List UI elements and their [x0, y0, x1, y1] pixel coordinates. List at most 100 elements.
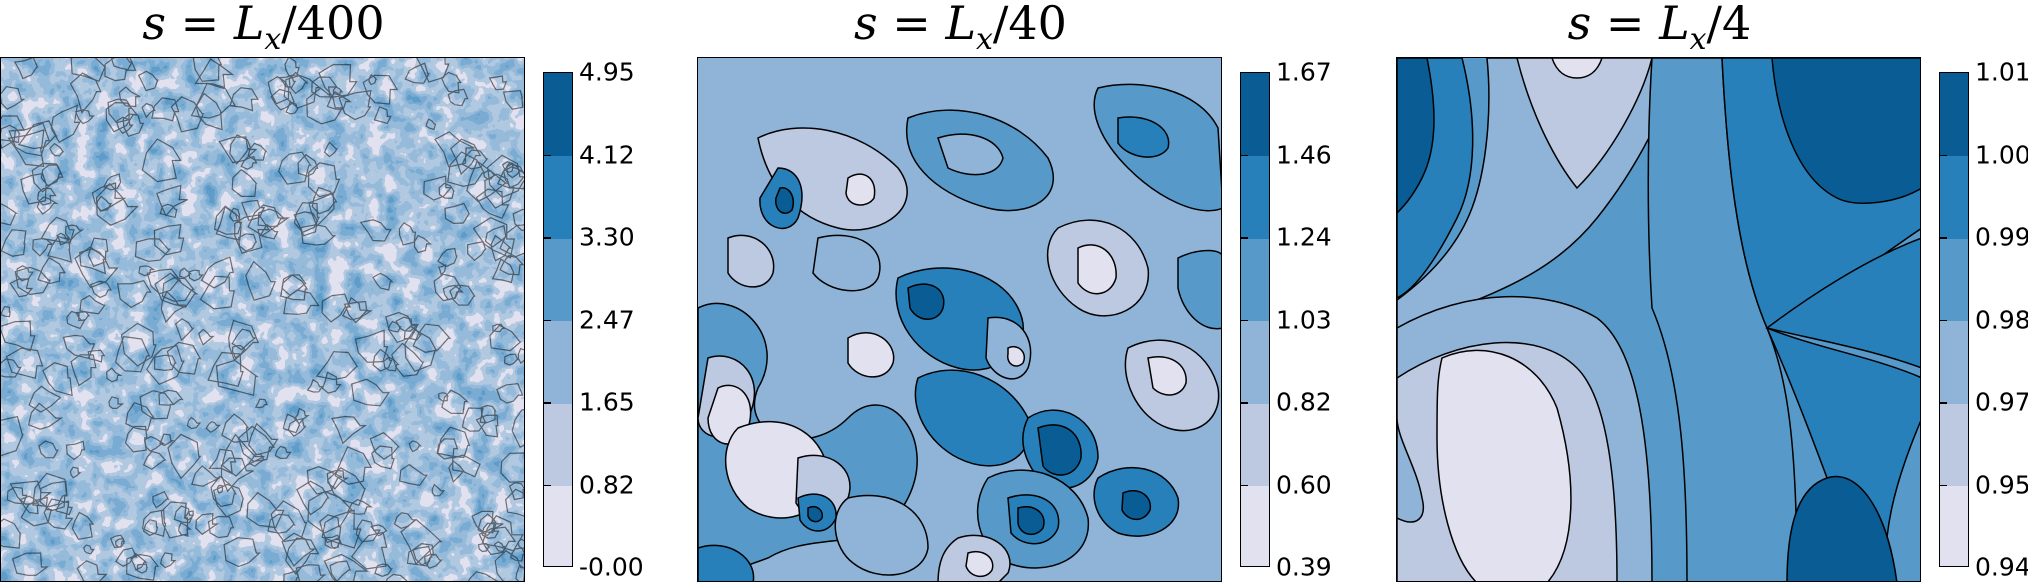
colorbar-tick-mark: [543, 154, 551, 156]
colorbar-band: [544, 320, 572, 404]
contour-line: [1, 115, 26, 149]
contour-line: [154, 272, 199, 308]
contour-line: [83, 544, 95, 555]
contour-line: [191, 465, 220, 487]
contour-line: [404, 62, 430, 84]
contour-line: [1, 203, 19, 226]
contour-line: [110, 58, 133, 71]
contour-line: [288, 71, 309, 95]
contour-line: [40, 216, 75, 244]
contour-line: [440, 71, 462, 94]
contour-line: [315, 351, 359, 381]
contour-line: [195, 92, 223, 131]
colorbar-band: [1241, 485, 1269, 566]
contour-line: [461, 407, 487, 432]
colorbar-tick-label: 0.95: [1975, 470, 2028, 499]
contour-line: [96, 195, 113, 212]
contour-line: [489, 324, 523, 352]
contour-line: [311, 76, 338, 98]
contour-line: [490, 234, 513, 262]
contour-line: [210, 475, 237, 508]
contour-line: [234, 214, 271, 254]
contour-line: [130, 552, 148, 571]
contour-line: [452, 454, 481, 478]
contour-line: [404, 328, 438, 373]
contour-line: [437, 247, 458, 268]
colorbar-tick-mark: [543, 319, 551, 321]
contour-line: [296, 480, 330, 516]
contour-line: [50, 104, 81, 144]
panel-2-map: [697, 57, 1222, 582]
contour-line: [65, 440, 86, 461]
contour-line: [283, 74, 322, 109]
contour-line: [437, 264, 447, 276]
colorbar-tick-label: -0.00: [579, 552, 644, 582]
contour-line: [159, 433, 175, 447]
contour-line: [508, 481, 524, 501]
contour-line: [505, 488, 524, 517]
contour-line: [108, 396, 124, 410]
contour-line: [248, 422, 279, 456]
contour-line: [438, 392, 450, 402]
contour-line: [346, 499, 374, 515]
colorbar-tick-mark: [543, 237, 551, 239]
title-eq: =: [166, 0, 234, 50]
contour-line: [308, 192, 335, 227]
colorbar-tick-label: 0.94: [1975, 552, 2028, 582]
contour-line: [369, 431, 401, 460]
contour-line: [372, 272, 394, 291]
contour-line: [37, 256, 66, 285]
contour-line: [216, 484, 224, 494]
contour-line: [231, 328, 258, 351]
contour-line: [159, 203, 178, 219]
colorbar-tick-mark: [1939, 402, 1947, 404]
contour-line: [437, 426, 471, 459]
title-L: L: [233, 0, 265, 50]
colorbar-band: [1940, 238, 1968, 321]
title-lhs: s: [1567, 0, 1592, 50]
contour-line: [6, 486, 28, 505]
contour-line: [444, 202, 471, 225]
title-denom: /4: [1706, 0, 1752, 50]
panel-3-field: [1397, 58, 1920, 581]
contour-line: [213, 483, 245, 518]
contour-line: [139, 390, 175, 420]
contour-line: [153, 354, 177, 372]
contour-line: [156, 184, 188, 217]
panel-1-field: [1, 58, 524, 581]
contour-line: [79, 294, 106, 315]
contour-line: [493, 541, 507, 553]
panel-1-title: s = Lx/400: [0, 0, 527, 57]
contour-line: [278, 151, 312, 185]
contour-line: [323, 141, 339, 158]
contour-line: [374, 563, 393, 577]
contour-line: [257, 208, 286, 228]
contour-line: [494, 550, 524, 581]
contour-line: [1, 415, 24, 457]
contour-line: [370, 524, 388, 537]
title-sub: x: [264, 22, 282, 58]
contour-line: [267, 513, 296, 534]
contour-line: [9, 480, 53, 505]
contour-line: [499, 224, 524, 258]
panel-2-title: s = Lx/40: [697, 0, 1224, 57]
colorbar-tick-mark: [543, 402, 551, 404]
contour-line: [183, 510, 194, 521]
contour-line: [398, 463, 428, 487]
contour-line: [42, 362, 73, 397]
contour-line: [47, 235, 72, 263]
contour-line: [158, 389, 184, 406]
contour-line: [213, 205, 243, 235]
panel-2-field: [698, 58, 1221, 581]
contour-line: [475, 414, 499, 438]
contour-line: [105, 367, 123, 383]
contour-line: [141, 138, 182, 183]
contour-line: [383, 356, 400, 372]
contour-line: [105, 101, 139, 133]
contour-line: [237, 425, 276, 462]
colorbar-tick-label: 0.97: [1975, 387, 2028, 417]
colorbar-band: [1940, 403, 1968, 486]
contour-line: [245, 260, 277, 301]
colorbar-band: [544, 485, 572, 566]
contour-line: [477, 542, 491, 553]
